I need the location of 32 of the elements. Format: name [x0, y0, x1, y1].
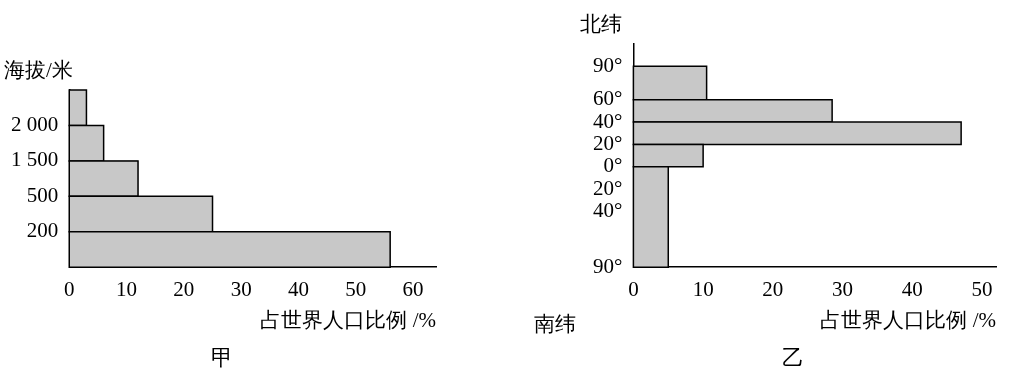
x-axis-title: 占世界人口比例 /% — [820, 307, 996, 332]
x-tick-label: 20 — [762, 277, 784, 302]
y-tick-label: 90° — [592, 253, 623, 278]
y-tick-label: 2 000 — [11, 111, 59, 136]
x-tick-label: 20 — [173, 277, 195, 302]
x-tick-label: 50 — [345, 277, 367, 302]
x-tick-label: 0 — [628, 277, 639, 302]
x-tick-label: 30 — [832, 277, 854, 302]
y-tick-label: 40° — [592, 108, 623, 133]
y-axis-title: 海拔/米 — [4, 58, 73, 83]
y-tick-label: 40° — [592, 197, 623, 222]
y-axis-title: 北纬 — [580, 12, 622, 37]
x-tick-label: 0 — [64, 277, 75, 302]
y-tick-label: 500 — [26, 182, 59, 207]
y-tick-label: 20° — [592, 130, 623, 155]
x-tick-label: 40 — [901, 277, 923, 302]
x-tick-label: 50 — [971, 277, 993, 302]
text: 乙 — [782, 344, 804, 370]
x-tick-label: 30 — [230, 277, 252, 302]
y-tick-label: 20° — [592, 175, 623, 200]
y-tick-label: 0° — [603, 153, 623, 178]
y-tick-label: 1 500 — [11, 147, 59, 172]
text: 南纬 — [534, 311, 576, 336]
x-tick-label: 10 — [116, 277, 138, 302]
text: 甲 — [211, 344, 233, 370]
x-tick-label: 40 — [287, 277, 309, 302]
y-tick-label: 90° — [592, 52, 623, 77]
y-tick-label: 200 — [26, 218, 59, 243]
y-tick-label: 60° — [592, 86, 623, 111]
x-axis-title: 占世界人口比例 /% — [260, 307, 436, 332]
x-tick-label: 10 — [692, 277, 714, 302]
x-tick-label: 60 — [402, 277, 424, 302]
